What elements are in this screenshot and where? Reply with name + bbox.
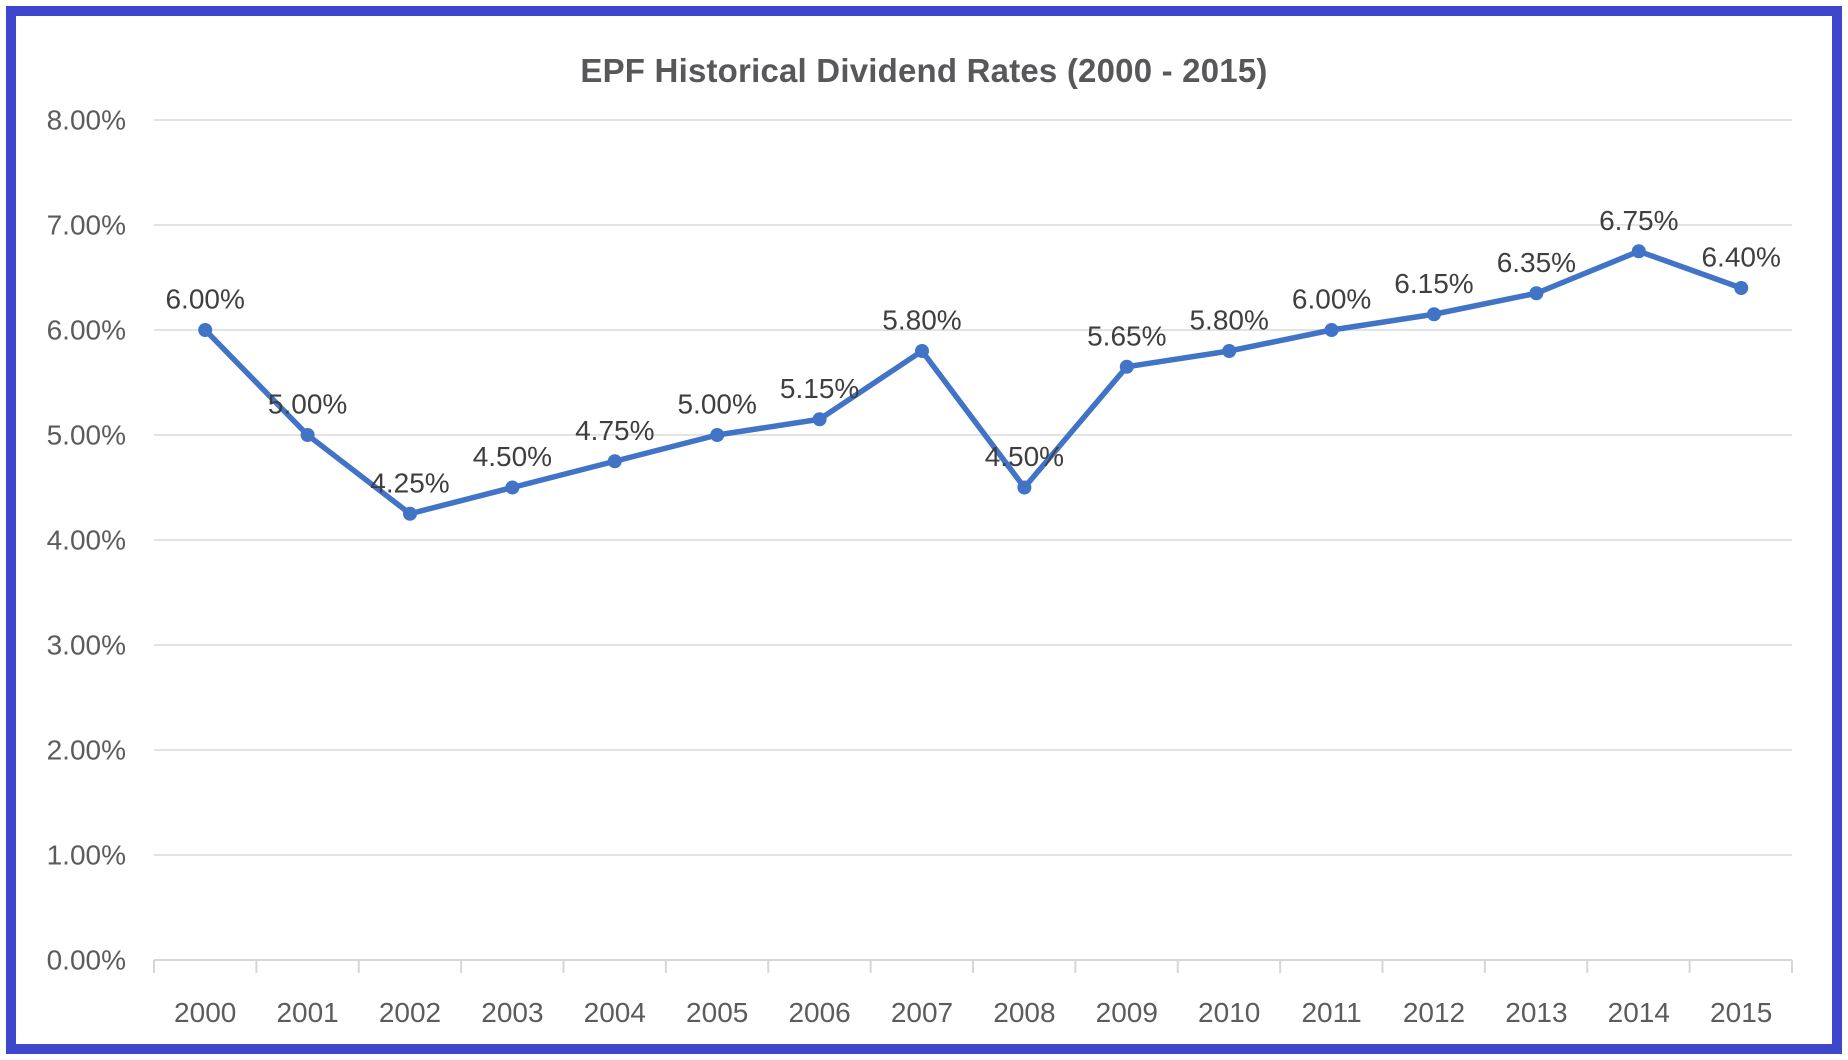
x-axis-tick-label: 2006 — [788, 997, 850, 1028]
x-axis-tick-label: 2013 — [1505, 997, 1567, 1028]
chart-frame: EPF Historical Dividend Rates (2000 - 20… — [6, 6, 1842, 1054]
x-axis-tick-label: 2015 — [1710, 997, 1772, 1028]
data-point-label: 4.50% — [985, 441, 1064, 472]
y-axis-tick-label: 2.00% — [47, 735, 126, 766]
x-axis-tick-label: 2010 — [1198, 997, 1260, 1028]
data-point-marker — [403, 506, 417, 521]
data-point-marker — [1222, 344, 1237, 358]
data-point-label: 5.80% — [1189, 305, 1268, 336]
data-point-label: 6.00% — [165, 284, 244, 315]
chart-title: EPF Historical Dividend Rates (2000 - 20… — [580, 52, 1268, 89]
data-point-label: 5.65% — [1087, 320, 1166, 351]
data-point-marker — [607, 454, 622, 469]
data-point-label: 5.80% — [882, 305, 961, 336]
data-point-marker — [1017, 480, 1032, 495]
y-axis-tick-label: 4.00% — [47, 525, 126, 556]
x-axis-tick-label: 2002 — [379, 997, 441, 1028]
data-point-marker — [1119, 359, 1134, 374]
x-axis-tick-label: 2003 — [481, 997, 543, 1028]
x-axis-tick-label: 2004 — [584, 997, 646, 1028]
data-point-marker — [300, 428, 315, 442]
data-point-label: 4.75% — [575, 415, 654, 446]
data-point-label: 6.00% — [1292, 284, 1371, 315]
x-axis-tick-label: 2005 — [686, 997, 748, 1028]
x-axis-tick-label: 2011 — [1301, 997, 1361, 1028]
data-point-marker — [1734, 281, 1749, 295]
data-point-marker — [1529, 286, 1544, 301]
x-axis-tick-label: 2012 — [1403, 997, 1465, 1028]
data-point-label: 5.00% — [268, 389, 347, 420]
data-point-label: 5.00% — [677, 389, 756, 420]
x-axis-tick-label: 2014 — [1608, 997, 1670, 1028]
data-point-label: 6.15% — [1394, 268, 1473, 299]
data-point-marker — [198, 323, 213, 337]
data-point-marker — [1427, 307, 1441, 322]
y-axis-tick-label: 1.00% — [47, 840, 126, 871]
y-axis-tick-label: 8.00% — [47, 105, 126, 136]
data-point-label: 4.25% — [370, 467, 449, 498]
data-point-label: 5.15% — [780, 373, 859, 404]
y-axis-tick-label: 5.00% — [47, 420, 126, 451]
data-point-marker — [1324, 323, 1339, 337]
x-axis-tick-label: 2001 — [276, 997, 338, 1028]
data-point-marker — [915, 344, 929, 358]
x-axis-tick-label: 2008 — [993, 997, 1055, 1028]
x-axis-tick-label: 2009 — [1096, 997, 1158, 1028]
data-point-label: 6.40% — [1701, 242, 1780, 273]
data-point-label: 4.50% — [473, 441, 552, 472]
x-axis-tick-label: 2000 — [174, 997, 236, 1028]
x-axis-tick-label: 2007 — [891, 997, 953, 1028]
y-axis-tick-label: 7.00% — [47, 210, 126, 241]
data-point-marker — [1631, 244, 1646, 259]
y-axis-tick-label: 3.00% — [47, 630, 126, 661]
data-point-label: 6.75% — [1599, 205, 1678, 236]
y-axis-tick-label: 0.00% — [47, 945, 126, 976]
data-point-marker — [710, 428, 725, 442]
data-point-marker — [812, 412, 827, 427]
data-point-marker — [505, 480, 520, 495]
dividend-rate-series-line — [202, 248, 1744, 517]
data-point-label: 6.35% — [1497, 247, 1576, 278]
y-axis-tick-label: 6.00% — [47, 315, 126, 346]
